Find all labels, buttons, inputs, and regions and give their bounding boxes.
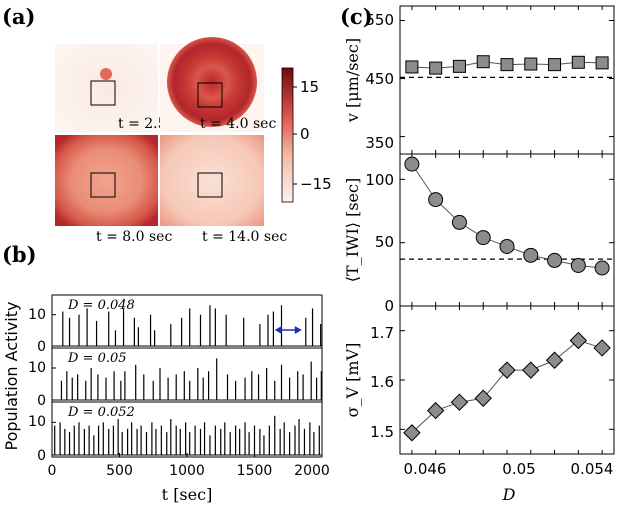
x-axis-label: D [502,485,516,504]
data-point [595,56,609,70]
snapshot-label: t = 14.0 sec [202,229,287,245]
interwave_interval-series [400,154,614,307]
series-line [411,339,603,434]
y-tick: 0 [37,448,46,464]
data-point [500,58,514,72]
arrowhead-right [294,326,302,334]
x-tick: 0.05 [502,460,535,478]
data-point [522,361,540,379]
data-point [426,401,445,420]
data-point [570,257,586,273]
y-tick: 0 [37,393,46,409]
panel-label-c: (c) [340,4,373,29]
y-tick: 10 [28,414,46,430]
activity-trace [52,305,322,347]
x-tick: 2000 [294,463,330,479]
activity-trace [52,358,322,401]
population-activity-plot: D = 0.048 D = 0.05 D = 0.052 10 0 10 0 1… [2,294,330,504]
x-tick: 0.054 [571,460,614,478]
region-box [197,172,223,198]
y-tick: 50 [375,233,394,251]
data-point [571,55,585,69]
colorbar-tick: 0 [300,125,310,143]
activity-wave [167,37,257,127]
data-point [547,252,563,268]
heatmap-t2.5 [55,44,158,132]
data-point [548,58,562,72]
y-tick: 550 [365,11,394,29]
data-point [594,260,610,276]
data-point [403,424,421,442]
y-tick: 10 [28,307,46,323]
data-point [474,389,492,407]
trace-label: D = 0.052 [67,405,135,420]
parameter-sweep-plots: 550 450 350 100 50 0 1.7 1.6 1.5 0.046 0… [343,5,615,504]
data-point [499,238,515,254]
y-tick: 1.5 [370,423,394,441]
data-point [498,361,516,379]
heatmap-t8.0 [55,135,158,226]
activity-trace [52,415,322,456]
velocity-axes [399,5,615,155]
colorbar-tick: −15 [300,175,332,193]
iwi-y-label: ⟨T_IWI⟩ [sec] [343,178,362,282]
heatmap-grid: t = 2.5 sec t = 4.0 sec t = 8.0 sec t = … [55,37,287,245]
y-tick: 350 [365,134,394,152]
y-tick: 10 [28,360,46,376]
data-point [451,214,467,230]
data-point [404,156,420,172]
iwi-axes [399,153,615,307]
data-point [545,351,564,369]
snapshot-label: t = 8.0 sec [96,229,172,245]
snapshot-label: t = 4.0 sec [200,116,276,132]
x-tick: 0 [48,463,57,479]
velocity-series [400,6,614,154]
y-tick: 1.7 [370,324,394,342]
trace-label: D = 0.048 [67,298,135,313]
region-box [197,82,223,108]
y-tick: 0 [384,297,394,315]
x-tick: 0.046 [404,460,447,478]
region-box [90,172,116,198]
colorbar-gradient [281,67,294,203]
trace-label: D = 0.05 [67,351,127,366]
panel-label-a: (a) [2,4,35,29]
x-tick: 1500 [237,463,273,479]
sigma-y-label: σ_V [mV] [343,343,362,418]
data-point [405,60,419,74]
y-tick: 0 [37,339,46,355]
sigma-axes [399,305,615,455]
panel-label-b: (b) [2,242,37,267]
y-axis-label: Population Activity [2,302,21,451]
data-point [523,247,539,263]
x-axis-label: t [sec] [162,485,213,504]
data-point [428,192,444,208]
data-point [475,230,491,246]
colorbar-tick: 15 [300,78,319,96]
data-point [429,61,443,75]
voltage_std-series [400,306,614,454]
region-box [90,80,116,106]
velocity-y-label: v [μm/sec] [343,38,362,123]
data-point [524,57,538,71]
data-point [450,393,469,411]
data-point [569,331,588,350]
data-point [452,59,466,73]
colorbar: 15 0 −15 [281,67,332,203]
x-tick: 1000 [169,463,205,479]
activity-blob [100,68,112,80]
y-tick: 450 [365,70,394,88]
arrowhead-left [274,326,282,334]
y-tick: 1.6 [370,373,394,391]
data-point [593,339,611,357]
y-tick: 100 [365,171,394,189]
heatmap-t14.0 [160,135,264,226]
x-tick: 500 [106,463,133,479]
data-point [476,55,490,69]
